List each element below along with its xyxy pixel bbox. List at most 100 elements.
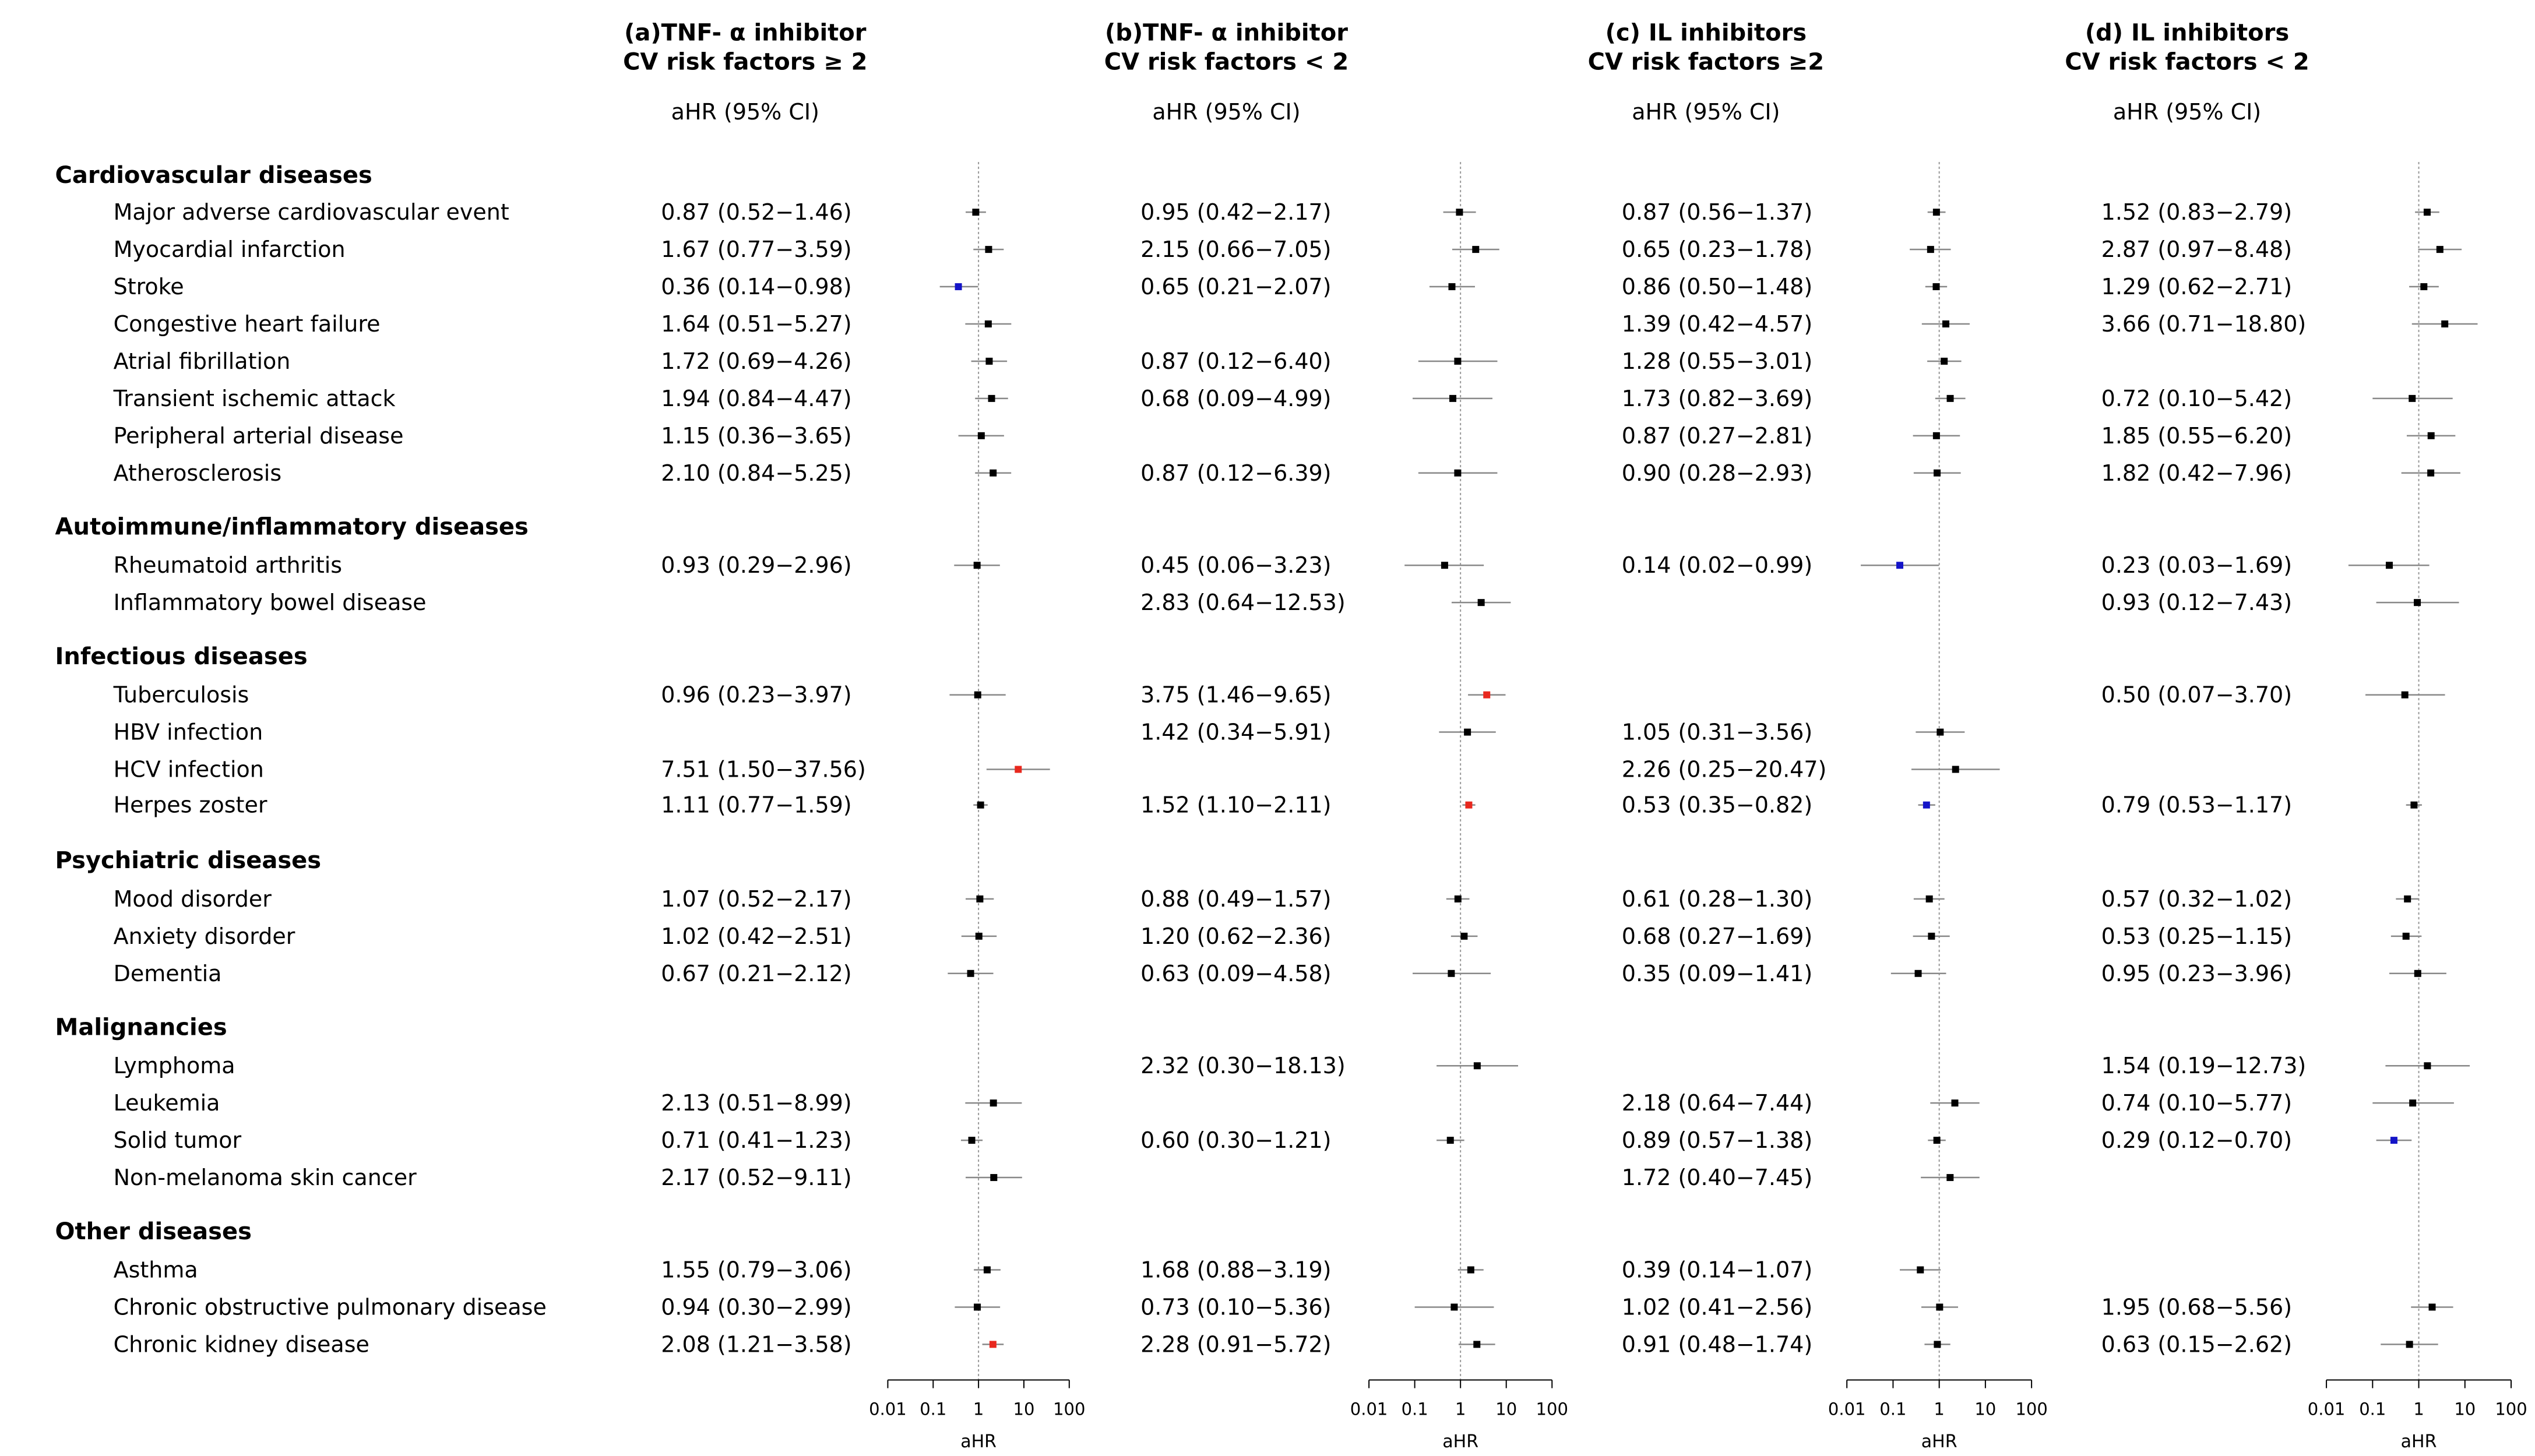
point-estimate <box>2414 970 2421 977</box>
row-label: Mood disorder <box>114 886 272 912</box>
x-tick-label: 1 <box>1934 1399 1944 1419</box>
point-estimate <box>2409 1099 2417 1107</box>
ahr-value-text: 1.72 (0.69−4.26) <box>661 348 851 374</box>
point-estimate <box>1472 246 1480 253</box>
point-estimate <box>2441 320 2449 327</box>
ahr-value-text: 0.68 (0.09−4.99) <box>1140 386 1331 411</box>
x-tick-label: 100 <box>2015 1399 2047 1419</box>
x-tick-label: 1 <box>973 1399 984 1419</box>
point-estimate <box>1932 283 1940 291</box>
point-estimate <box>985 357 993 365</box>
point-estimate <box>2409 394 2416 402</box>
point-estimate <box>2427 469 2435 477</box>
ahr-value-text: 0.87 (0.12−6.40) <box>1140 348 1331 374</box>
point-estimate <box>990 1099 997 1107</box>
category-heading: Infectious diseases <box>55 643 308 670</box>
point-estimate <box>983 1266 991 1274</box>
x-tick-label: 100 <box>2495 1399 2527 1419</box>
row-label: Chronic obstructive pulmonary disease <box>114 1294 547 1320</box>
x-tick-label: 0.1 <box>1879 1399 1906 1419</box>
ahr-value-text: 1.64 (0.51−5.27) <box>661 311 851 337</box>
ahr-value-text: 0.45 (0.06−3.23) <box>1140 552 1331 578</box>
x-axis-label: aHR <box>1442 1432 1478 1452</box>
ahr-value-text: 0.61 (0.28−1.30) <box>1622 886 1812 912</box>
row-label: Lymphoma <box>114 1053 235 1078</box>
ahr-value-text: 1.05 (0.31−3.56) <box>1622 720 1812 745</box>
x-tick-label: 0.01 <box>869 1399 907 1419</box>
ahr-value-text: 1.15 (0.36−3.65) <box>661 423 851 449</box>
point-estimate <box>2390 1137 2397 1144</box>
point-estimate <box>2436 246 2444 253</box>
row-label: Atherosclerosis <box>114 460 282 486</box>
value-header: aHR (95% CI) <box>1632 99 1780 125</box>
ahr-value-text: 1.11 (0.77−1.59) <box>661 792 851 818</box>
row-label: Solid tumor <box>114 1127 242 1153</box>
ahr-value-text: 0.29 (0.12−0.70) <box>2101 1127 2292 1153</box>
ahr-value-text: 0.71 (0.41−1.23) <box>661 1127 851 1153</box>
point-estimate <box>1446 1137 1454 1144</box>
ahr-value-text: 0.14 (0.02−0.99) <box>1622 552 1812 578</box>
x-axis-label: aHR <box>960 1432 997 1452</box>
point-estimate <box>1934 1341 1941 1348</box>
x-tick-label: 10 <box>2454 1399 2476 1419</box>
ahr-value-text: 0.79 (0.53−1.17) <box>2101 792 2292 818</box>
point-estimate <box>984 320 992 327</box>
panel-subtitle: CV risk factors < 2 <box>2065 49 2309 76</box>
row-label: Leukemia <box>114 1090 220 1116</box>
point-estimate <box>1951 1099 1959 1107</box>
point-estimate <box>1925 895 1933 902</box>
point-estimate <box>1441 562 1448 569</box>
point-estimate <box>1473 1341 1481 1348</box>
x-tick-label: 0.1 <box>920 1399 946 1419</box>
point-estimate <box>1454 469 1462 477</box>
point-estimate <box>972 209 980 216</box>
point-estimate <box>1464 728 1471 736</box>
ahr-value-text: 1.72 (0.40−7.45) <box>1622 1165 1812 1190</box>
ahr-value-text: 0.89 (0.57−1.38) <box>1622 1127 1812 1153</box>
x-tick-label: 0.01 <box>1828 1399 1866 1419</box>
value-header: aHR (95% CI) <box>671 99 819 125</box>
row-label: Inflammatory bowel disease <box>114 590 427 615</box>
point-estimate <box>1465 801 1473 809</box>
point-estimate <box>2401 691 2409 699</box>
ahr-value-text: 0.91 (0.48−1.74) <box>1622 1331 1812 1357</box>
category-heading: Malignancies <box>55 1014 227 1041</box>
point-estimate <box>1450 1303 1458 1311</box>
point-estimate <box>1936 1303 1944 1311</box>
row-label: Herpes zoster <box>114 792 267 818</box>
ahr-value-text: 0.65 (0.21−2.07) <box>1140 274 1331 299</box>
point-estimate <box>1015 766 1022 773</box>
point-estimate <box>1934 469 1941 477</box>
point-estimate <box>967 970 974 977</box>
x-tick-label: 0.01 <box>2308 1399 2346 1419</box>
ahr-value-text: 1.02 (0.42−2.51) <box>661 923 851 949</box>
point-estimate <box>1946 394 1954 402</box>
ahr-value-text: 0.53 (0.35−0.82) <box>1622 792 1812 818</box>
point-estimate <box>2414 599 2421 607</box>
ahr-value-text: 2.17 (0.52−9.11) <box>661 1165 851 1190</box>
x-tick-label: 10 <box>1013 1399 1035 1419</box>
x-axis-label: aHR <box>1921 1432 1957 1452</box>
point-estimate <box>977 432 985 439</box>
value-header: aHR (95% CI) <box>1152 99 1300 125</box>
row-label: HCV infection <box>114 757 264 782</box>
panel-title: (d) IL inhibitors <box>2085 20 2289 47</box>
ahr-value-text: 0.72 (0.10−5.42) <box>2101 386 2292 411</box>
row-label: Non-melanoma skin cancer <box>114 1165 417 1190</box>
ahr-value-text: 0.39 (0.14−1.07) <box>1622 1257 1812 1283</box>
ahr-value-text: 0.73 (0.10−5.36) <box>1140 1294 1331 1320</box>
ahr-value-text: 1.95 (0.68−5.56) <box>2101 1294 2292 1320</box>
point-estimate <box>1448 283 1456 291</box>
ahr-value-text: 0.88 (0.49−1.57) <box>1140 886 1331 912</box>
ahr-value-text: 0.93 (0.29−2.96) <box>661 552 851 578</box>
point-estimate <box>2406 1341 2413 1348</box>
point-estimate <box>1932 209 1940 216</box>
x-tick-label: 10 <box>1495 1399 1517 1419</box>
point-estimate <box>968 1137 976 1144</box>
ahr-value-text: 1.94 (0.84−4.47) <box>661 386 851 411</box>
point-estimate <box>2402 932 2410 940</box>
ahr-value-text: 1.73 (0.82−3.69) <box>1622 386 1812 411</box>
ahr-value-text: 1.20 (0.62−2.36) <box>1140 923 1331 949</box>
